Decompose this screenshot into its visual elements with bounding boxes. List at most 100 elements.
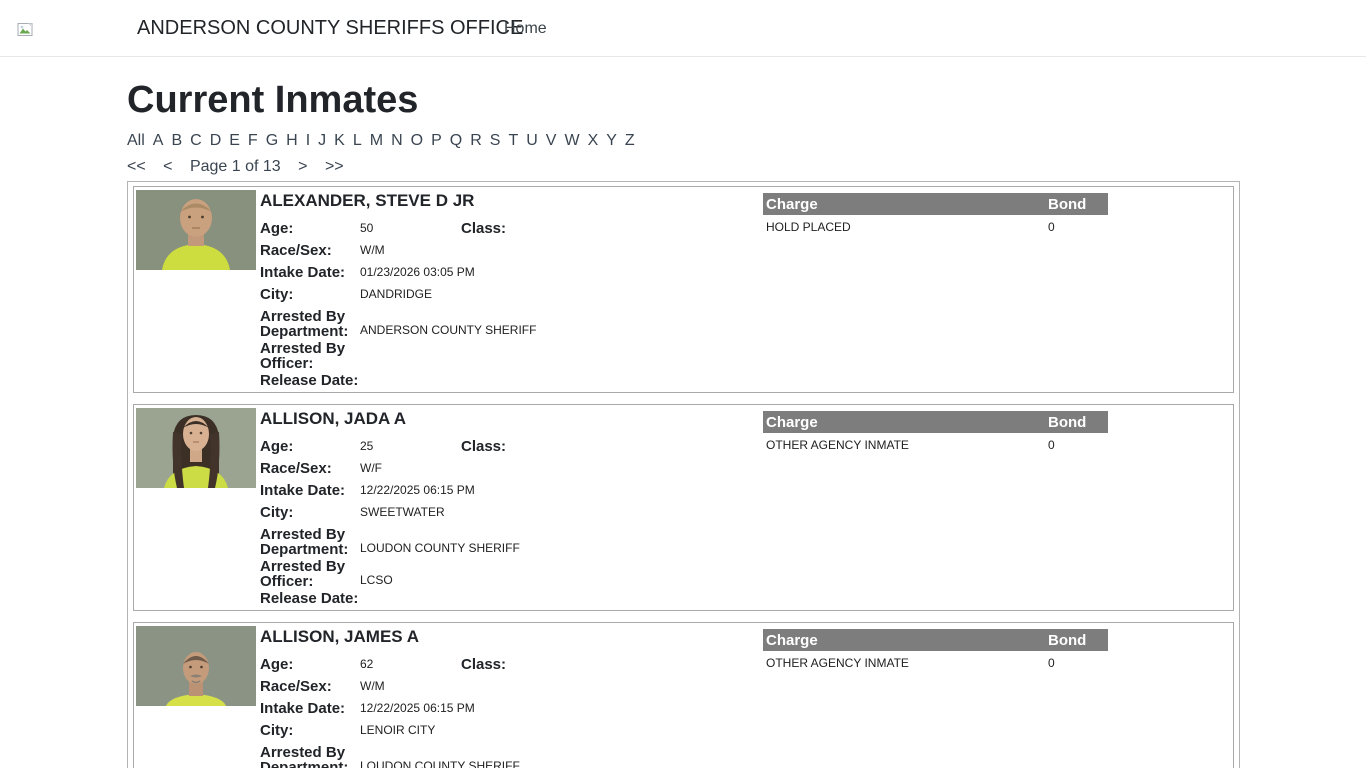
alphabet-link-v[interactable]: V xyxy=(545,132,557,149)
bond-column-header: Bond xyxy=(1048,631,1087,649)
field-label-city: City: xyxy=(260,504,294,521)
charges-table: Charge Bond OTHER AGENCY INMATE 0 xyxy=(763,411,1108,452)
nav-home-link[interactable]: Home xyxy=(504,20,547,37)
alphabet-link-j[interactable]: J xyxy=(318,132,327,149)
pagination-last-button[interactable]: >> xyxy=(324,158,344,175)
charges-table-header: Charge Bond xyxy=(763,411,1108,433)
pagination-first-button[interactable]: << xyxy=(127,158,146,175)
pagination-status: Page 1 of 13 xyxy=(189,158,281,175)
field-value-age: 25 xyxy=(360,439,374,453)
alphabet-link-e[interactable]: E xyxy=(229,132,240,149)
alphabet-filter-bar: All A B C D E F G H I J K L M N O P Q R S T U V W X Y Z xyxy=(127,131,1240,151)
page-title: Current Inmates xyxy=(127,79,419,121)
alphabet-link-c[interactable]: C xyxy=(190,132,202,149)
field-label-race-sex: Race/Sex: xyxy=(260,242,332,259)
inmate-list: ALEXANDER, STEVE D JR Age: 50 Class: Rac… xyxy=(127,181,1240,768)
field-label-city: City: xyxy=(260,722,294,739)
alphabet-link-l[interactable]: L xyxy=(352,132,362,149)
inmate-details: Age: 50 Class: Race/Sex: W/M Intake Date… xyxy=(260,221,765,395)
mugshot-photo xyxy=(136,408,256,488)
alphabet-link-h[interactable]: H xyxy=(286,132,298,149)
field-value-city: LENOIR CITY xyxy=(360,723,436,737)
field-value-intake-date: 01/23/2026 03:05 PM xyxy=(360,265,475,279)
alphabet-link-w[interactable]: W xyxy=(564,132,580,149)
alphabet-link-g[interactable]: G xyxy=(265,132,279,149)
pagination-bar: << < Page 1 of 13 > >> xyxy=(127,157,1240,177)
bond-value: 0 xyxy=(1048,220,1055,234)
field-label-intake-date: Intake Date: xyxy=(260,700,346,717)
field-value-age: 50 xyxy=(360,221,374,235)
alphabet-link-t[interactable]: T xyxy=(508,132,519,149)
alphabet-link-m[interactable]: M xyxy=(369,132,384,149)
inmate-card: ALLISON, JADA A Age: 25 Class: Race/Sex:… xyxy=(133,404,1234,611)
field-value-intake-date: 12/22/2025 06:15 PM xyxy=(360,483,475,497)
field-value-race-sex: W/M xyxy=(360,679,385,693)
inmate-details: Age: 25 Class: Race/Sex: W/F Intake Date… xyxy=(260,439,765,613)
top-navbar: ANDERSON COUNTY SHERIFFS OFFICE Home xyxy=(0,0,1366,57)
field-value-arrested-by-department: LOUDON COUNTY SHERIFF xyxy=(360,759,520,768)
alphabet-link-d[interactable]: D xyxy=(209,132,222,149)
charge-row: OTHER AGENCY INMATE 0 xyxy=(763,651,1108,670)
field-value-city: DANDRIDGE xyxy=(360,287,433,301)
inmate-details: Age: 62 Class: Race/Sex: W/M Intake Date… xyxy=(260,657,765,768)
alphabet-link-p[interactable]: P xyxy=(431,132,442,149)
field-value-race-sex: W/M xyxy=(360,243,385,257)
field-label-arrested-by-department: Arrested By Department: xyxy=(260,526,349,558)
navbar-brand-title[interactable]: ANDERSON COUNTY SHERIFFS OFFICE xyxy=(137,17,524,39)
field-label-release-date: Release Date: xyxy=(260,372,359,389)
charges-table-header: Charge Bond xyxy=(763,629,1108,651)
charge-value: HOLD PLACED xyxy=(766,220,851,234)
field-label-arrested-by-department: Arrested By Department: xyxy=(260,308,349,340)
alphabet-link-all[interactable]: All xyxy=(127,132,145,149)
alphabet-link-q[interactable]: Q xyxy=(449,132,463,149)
main-content: Current Inmates All A B C D E F G H I J K L M N O P Q R S T U… xyxy=(127,79,1240,768)
pagination-prev-button[interactable]: < xyxy=(163,158,173,175)
field-value-arrested-by-department: LOUDON COUNTY SHERIFF xyxy=(360,541,520,555)
bond-value: 0 xyxy=(1048,438,1055,452)
alphabet-link-x[interactable]: X xyxy=(587,132,599,149)
inmate-card: ALEXANDER, STEVE D JR Age: 50 Class: Rac… xyxy=(133,186,1234,393)
field-label-intake-date: Intake Date: xyxy=(260,482,346,499)
alphabet-link-f[interactable]: F xyxy=(247,132,258,149)
field-label-race-sex: Race/Sex: xyxy=(260,678,332,695)
field-label-race-sex: Race/Sex: xyxy=(260,460,332,477)
field-label-release-date: Release Date: xyxy=(260,590,359,607)
bond-column-header: Bond xyxy=(1048,413,1087,431)
field-value-race-sex: W/F xyxy=(360,461,382,475)
field-label-arrested-by-department: Arrested By Department: xyxy=(260,744,349,768)
inmate-name: ALLISON, JADA A xyxy=(260,409,407,428)
inmate-card: ALLISON, JAMES A Age: 62 Class: Race/Sex… xyxy=(133,622,1234,768)
field-label-class: Class: xyxy=(461,656,507,673)
field-label-arrested-by-officer: Arrested By Officer: xyxy=(260,340,346,372)
charge-column-header: Charge xyxy=(766,413,818,431)
alphabet-link-r[interactable]: R xyxy=(470,132,482,149)
charge-row: HOLD PLACED 0 xyxy=(763,215,1108,234)
bond-value: 0 xyxy=(1048,656,1055,670)
field-value-city: SWEETWATER xyxy=(360,505,445,519)
field-value-arrested-by-department: ANDERSON COUNTY SHERIFF xyxy=(360,323,537,337)
alphabet-link-y[interactable]: Y xyxy=(606,132,617,149)
field-label-city: City: xyxy=(260,286,294,303)
alphabet-link-k[interactable]: K xyxy=(334,132,345,149)
charge-column-header: Charge xyxy=(766,195,818,213)
charge-value: OTHER AGENCY INMATE xyxy=(766,438,909,452)
inmate-name: ALEXANDER, STEVE D JR xyxy=(260,191,475,210)
alphabet-link-b[interactable]: B xyxy=(171,132,183,149)
alphabet-link-i[interactable]: I xyxy=(305,132,311,149)
pagination-next-button[interactable]: > xyxy=(298,158,308,175)
alphabet-link-o[interactable]: O xyxy=(410,132,424,149)
field-value-age: 62 xyxy=(360,657,374,671)
charge-row: OTHER AGENCY INMATE 0 xyxy=(763,433,1108,452)
broken-image-icon xyxy=(16,21,34,39)
alphabet-link-u[interactable]: U xyxy=(526,132,538,149)
field-label-age: Age: xyxy=(260,220,294,237)
alphabet-link-s[interactable]: S xyxy=(489,132,501,149)
charge-column-header: Charge xyxy=(766,631,818,649)
alphabet-link-z[interactable]: Z xyxy=(624,132,635,149)
mugshot-photo xyxy=(136,190,256,270)
charges-table: Charge Bond HOLD PLACED 0 xyxy=(763,193,1108,234)
alphabet-link-a[interactable]: A xyxy=(152,132,164,149)
mugshot-photo xyxy=(136,626,256,706)
alphabet-link-n[interactable]: N xyxy=(391,132,403,149)
charge-value: OTHER AGENCY INMATE xyxy=(766,656,909,670)
